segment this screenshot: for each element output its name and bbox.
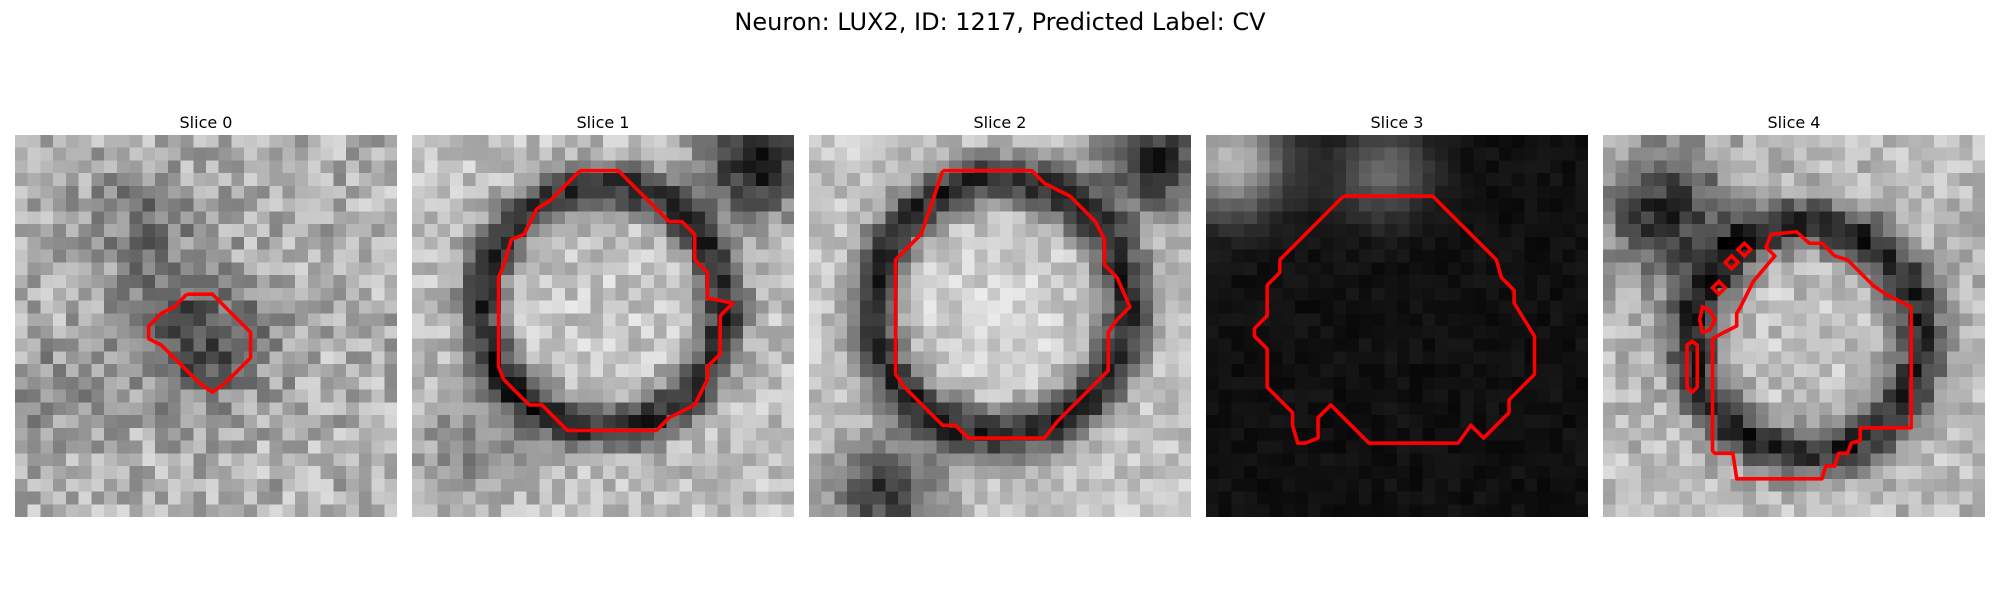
pixel-grid-2: [809, 135, 1191, 517]
slice-panel-0: Slice 0: [15, 112, 397, 522]
slice-panel-2: Slice 2: [809, 112, 1191, 522]
slice-image-1: [412, 135, 794, 517]
figure-title: Neuron: LUX2, ID: 1217, Predicted Label:…: [734, 8, 1266, 36]
slice-image-2: [809, 135, 1191, 517]
segmentation-contour-4-blob: [1697, 304, 1718, 335]
slice-image-0: [15, 135, 397, 517]
pixel-grid-1: [412, 135, 794, 517]
slice-panel-3: Slice 3: [1206, 112, 1588, 522]
slice-panel-1: Slice 1: [412, 112, 794, 522]
segmentation-contour-4-main: [1710, 229, 1913, 481]
segmentation-contour-1: [496, 168, 735, 433]
slice-image-4: [1603, 135, 1985, 517]
slice-panel-4: Slice 4: [1603, 112, 1985, 522]
segmentation-contour-4-diamond-a: [1735, 240, 1754, 259]
slice-title-3: Slice 3: [1370, 113, 1424, 132]
slice-image-3: [1206, 135, 1588, 517]
slice-title-2: Slice 2: [973, 113, 1027, 132]
segmentation-contour-4-pill: [1685, 339, 1700, 395]
segmentation-contour-2: [893, 168, 1132, 440]
slice-title-4: Slice 4: [1767, 113, 1821, 132]
pixel-grid-3: [1206, 135, 1588, 517]
pixel-grid-4: [1603, 135, 1985, 517]
pixel-grid-0: [15, 135, 397, 517]
slice-title-0: Slice 0: [179, 113, 233, 132]
segmentation-contour-0: [146, 292, 253, 394]
slice-title-1: Slice 1: [576, 113, 630, 132]
segmentation-contour-4-diamond-c: [1709, 278, 1728, 297]
segmentation-contour-4-diamond-b: [1722, 253, 1741, 272]
segmentation-contour-3: [1252, 194, 1537, 445]
